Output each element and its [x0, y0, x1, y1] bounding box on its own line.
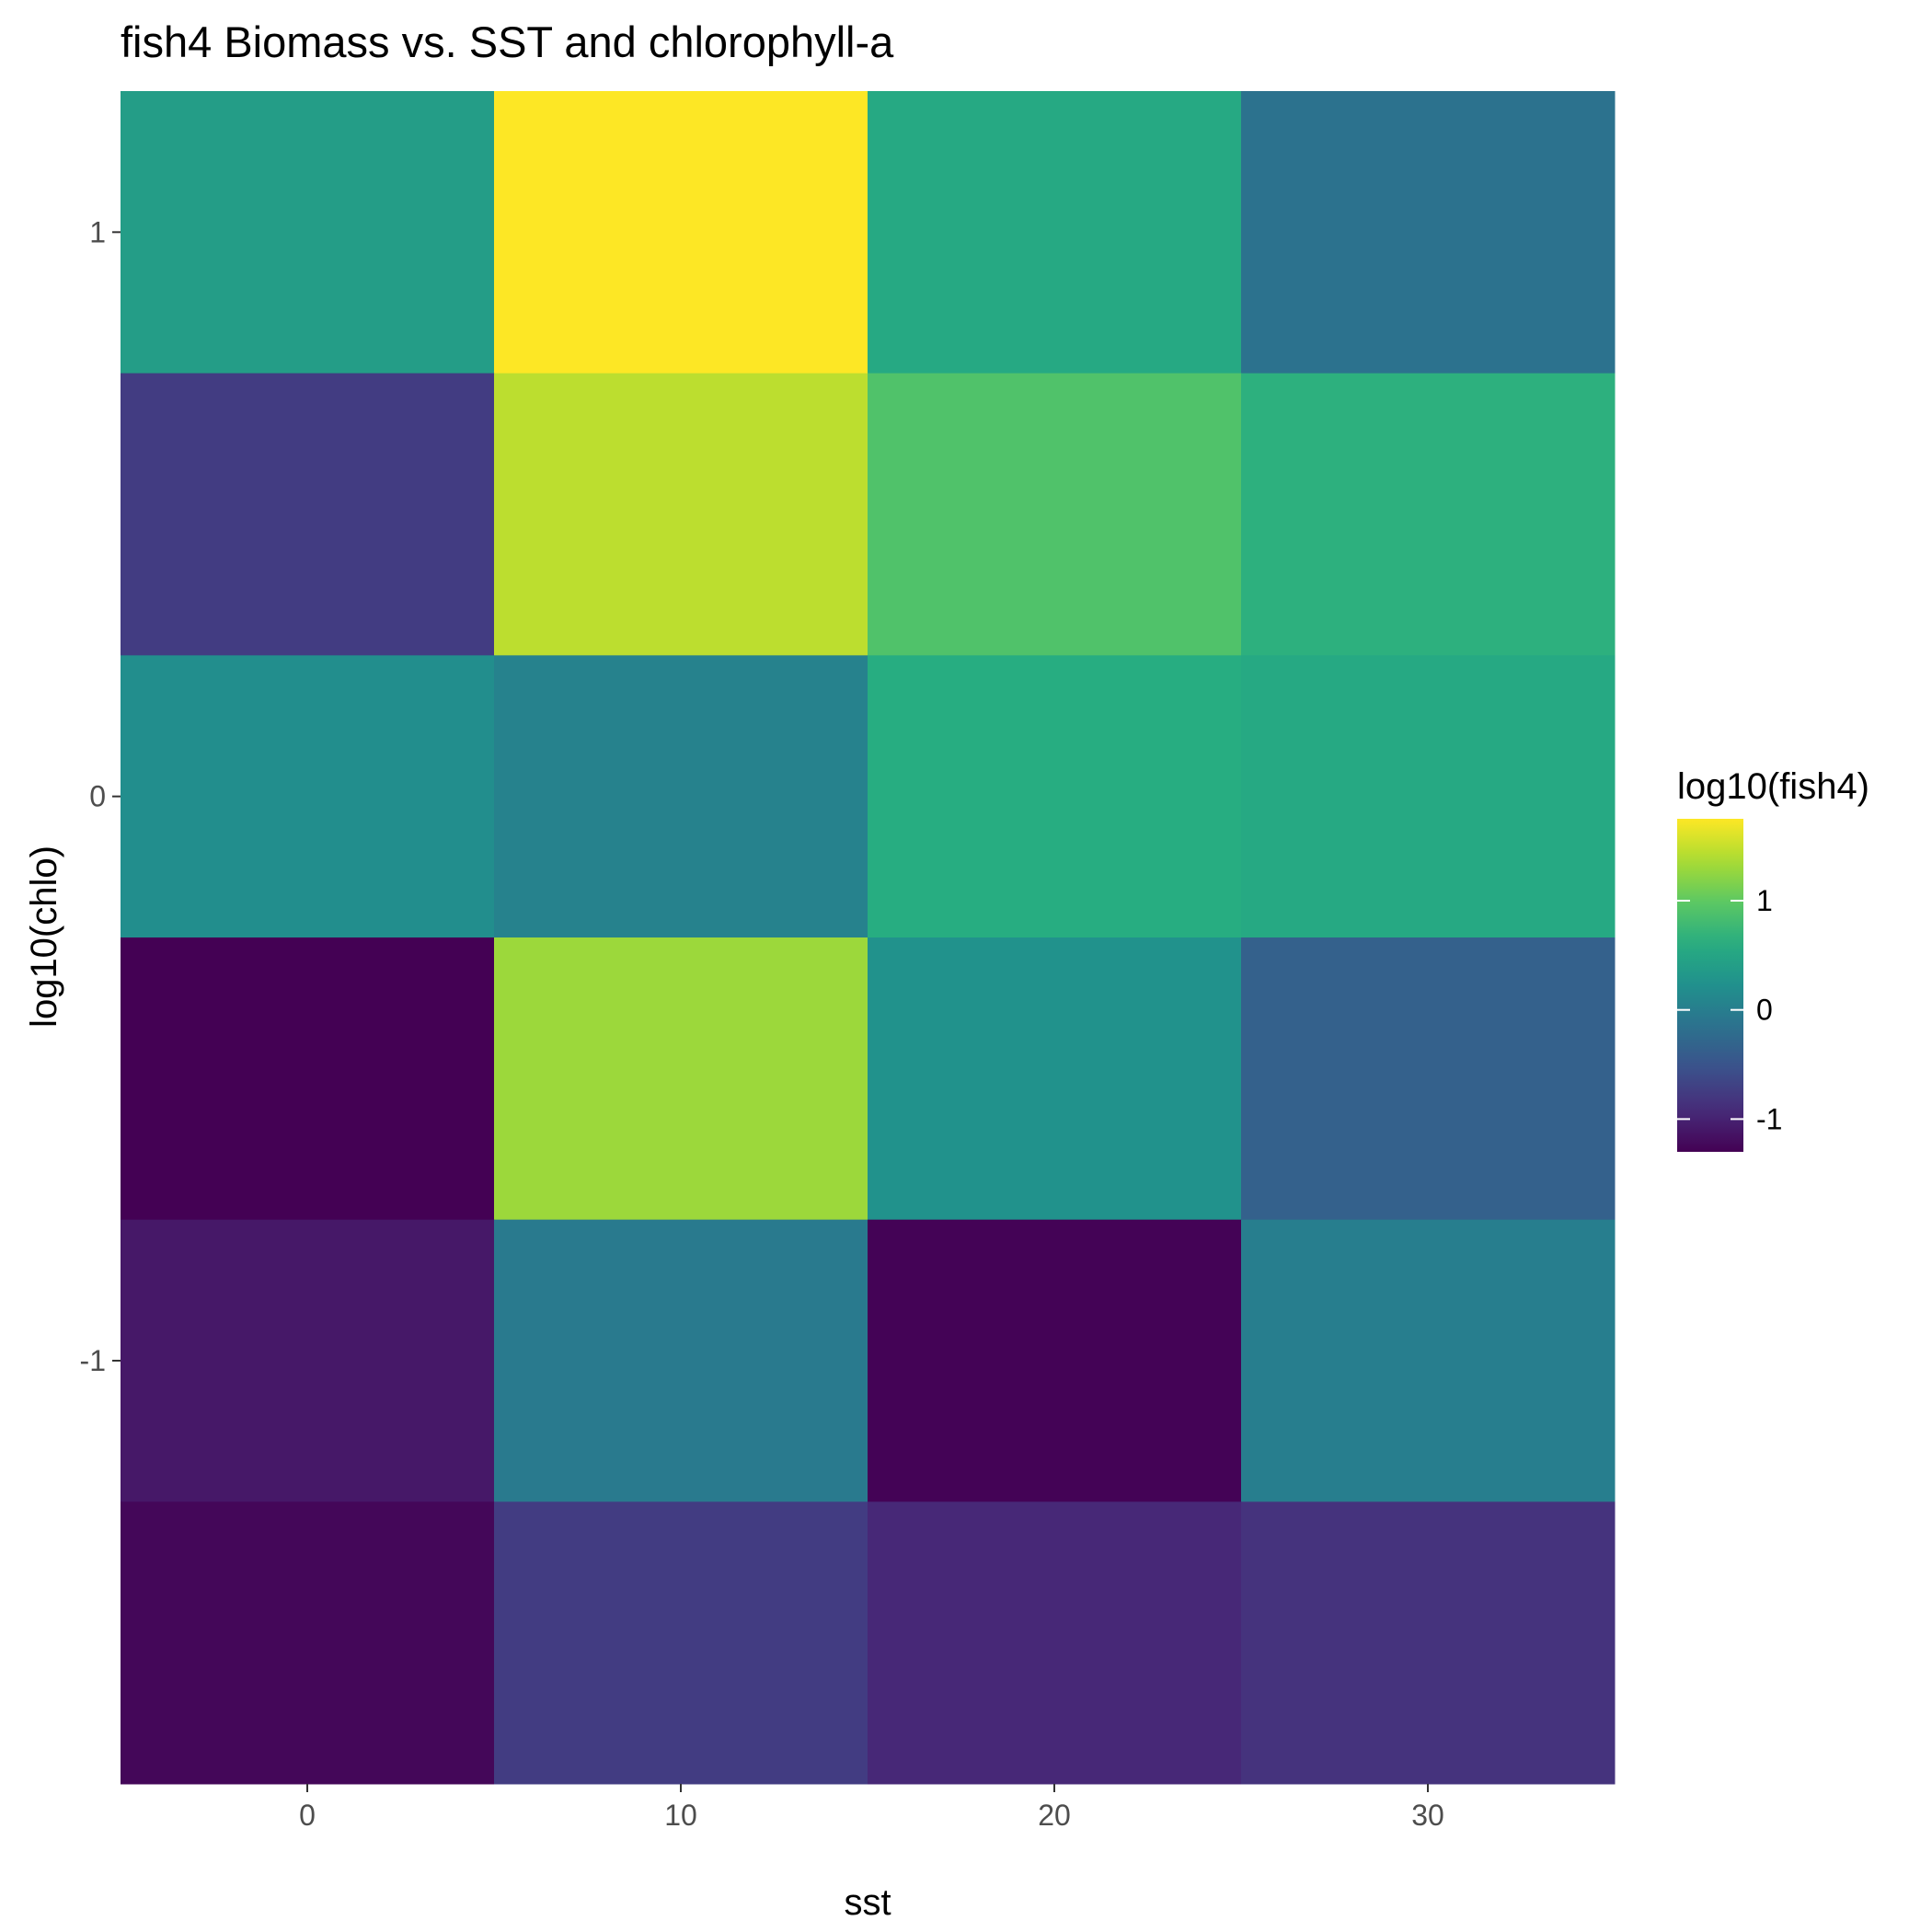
legend-labels: 1 0 -1 — [1756, 884, 1782, 1135]
legend-tick-label: -1 — [1756, 1102, 1782, 1135]
heatmap-tile — [868, 373, 1242, 656]
heatmap-tile — [868, 937, 1242, 1221]
heatmap-tile — [494, 937, 868, 1221]
x-tick-labels: 0 10 20 30 — [299, 1799, 1444, 1832]
heatmap-tile — [868, 1501, 1242, 1785]
heatmap-tile — [1241, 91, 1616, 374]
heatmap-tile — [121, 937, 495, 1221]
y-axis-title: log10(chlo) — [24, 845, 64, 1028]
axis-ticks — [112, 231, 1429, 1792]
legend-tick-label: 1 — [1756, 884, 1773, 917]
y-tick-label: 1 — [89, 215, 106, 248]
heatmap-tile — [494, 1501, 868, 1785]
heatmap-tile — [121, 373, 495, 656]
heatmap-tile — [868, 91, 1242, 374]
x-tick-label: 20 — [1038, 1799, 1071, 1832]
heatmap-tile — [121, 1219, 495, 1502]
chart-title: fish4 Biomass vs. SST and chlorophyll-a — [121, 17, 894, 66]
y-tick-label: -1 — [80, 1344, 106, 1377]
heatmap-tile — [121, 1501, 495, 1785]
heatmap-tile — [868, 1219, 1242, 1502]
y-tick-label: 0 — [89, 780, 106, 813]
legend: log10(fish4) 1 0 -1 — [1677, 766, 1869, 1152]
x-tick-label: 0 — [299, 1799, 316, 1832]
legend-title: log10(fish4) — [1677, 766, 1869, 807]
x-axis-title: sst — [844, 1882, 891, 1923]
heatmap-tile — [121, 91, 495, 374]
x-tick-label: 30 — [1411, 1799, 1444, 1832]
heatmap-tile — [494, 655, 868, 938]
heatmap-tile — [494, 1219, 868, 1502]
heatmap-tile — [1241, 1501, 1616, 1785]
heatmap-tile — [1241, 655, 1616, 938]
heatmap-tile — [1241, 937, 1616, 1221]
heatmap-tile — [1241, 373, 1616, 656]
heatmap-tile — [1241, 1219, 1616, 1502]
heatmap-tile — [868, 655, 1242, 938]
heatmap-tile — [494, 373, 868, 656]
x-tick-label: 10 — [664, 1799, 697, 1832]
heatmap-tiles — [121, 91, 1616, 1785]
legend-ticks — [1677, 900, 1743, 1121]
y-tick-labels: 1 0 -1 — [80, 215, 106, 1377]
legend-colorbar — [1677, 819, 1743, 1152]
heatmap-tile — [494, 91, 868, 374]
heatmap-tile — [121, 655, 495, 938]
legend-tick-label: 0 — [1756, 994, 1773, 1027]
